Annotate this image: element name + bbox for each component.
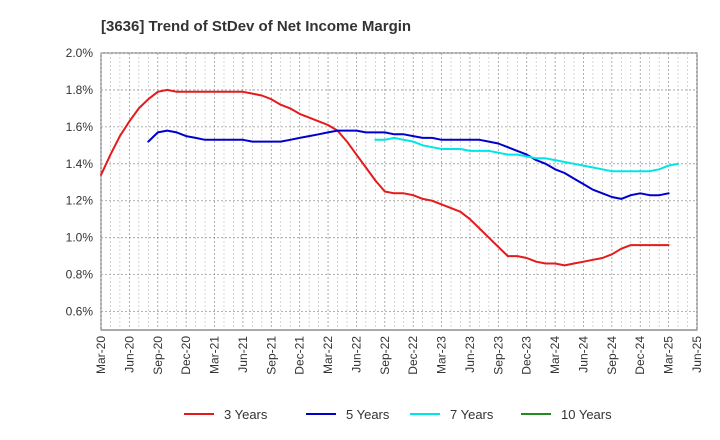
legend-label: 3 Years bbox=[224, 407, 268, 422]
x-tick-label: Sep-24 bbox=[605, 336, 619, 375]
legend-label: 5 Years bbox=[346, 407, 390, 422]
y-tick-label: 0.6% bbox=[66, 305, 94, 319]
y-axis: 2.0% 1.8% 1.6% 1.4% 1.2% 1.0% 0.8% 0.6% bbox=[66, 46, 94, 319]
legend: 3 Years 5 Years 7 Years 10 Years bbox=[184, 407, 612, 422]
y-tick-label: 1.2% bbox=[66, 194, 94, 208]
x-tick-label: Sep-20 bbox=[151, 336, 165, 375]
series-lines bbox=[100, 88, 680, 267]
plot-area bbox=[100, 52, 698, 331]
x-tick-label: Jun-20 bbox=[122, 336, 136, 373]
x-tick-label: Jun-23 bbox=[463, 336, 477, 373]
x-tick-label: Mar-25 bbox=[662, 336, 676, 374]
grid bbox=[100, 52, 698, 330]
y-tick-label: 1.8% bbox=[66, 83, 94, 97]
x-tick-label: Mar-24 bbox=[548, 336, 562, 374]
x-tick-label: Dec-24 bbox=[633, 336, 647, 375]
x-tick-label: Jun-22 bbox=[349, 336, 363, 373]
series-line-5-years bbox=[147, 129, 670, 200]
x-tick-label: Jun-25 bbox=[690, 336, 704, 373]
y-tick-label: 1.4% bbox=[66, 157, 94, 171]
series-line-7-years bbox=[374, 136, 680, 173]
x-tick-label: Jun-24 bbox=[576, 336, 590, 373]
x-tick-label: Dec-20 bbox=[179, 336, 193, 375]
x-tick-label: Dec-21 bbox=[293, 336, 307, 375]
plot-frame bbox=[100, 52, 698, 331]
x-tick-label: Dec-23 bbox=[520, 336, 534, 375]
legend-label: 7 Years bbox=[450, 407, 494, 422]
x-tick-label: Mar-21 bbox=[208, 336, 222, 374]
y-tick-label: 1.6% bbox=[66, 120, 94, 134]
legend-label: 10 Years bbox=[561, 407, 612, 422]
x-axis: Mar-20 Jun-20 Sep-20 Dec-20 Mar-21 Jun-21 Sep-… bbox=[94, 336, 704, 375]
series-line-3-years bbox=[100, 88, 670, 267]
x-tick-label: Sep-21 bbox=[264, 336, 278, 375]
x-tick-label: Mar-20 bbox=[94, 336, 108, 374]
y-tick-label: 0.8% bbox=[66, 268, 94, 282]
x-tick-label: Jun-21 bbox=[236, 336, 250, 373]
chart-title: [3636] Trend of StDev of Net Income Marg… bbox=[101, 18, 411, 35]
x-tick-label: Dec-22 bbox=[406, 336, 420, 375]
x-tick-label: Sep-23 bbox=[491, 336, 505, 375]
y-tick-label: 2.0% bbox=[66, 46, 94, 60]
x-tick-label: Mar-23 bbox=[435, 336, 449, 374]
y-tick-label: 1.0% bbox=[66, 231, 94, 245]
x-tick-label: Sep-22 bbox=[378, 336, 392, 375]
x-tick-label: Mar-22 bbox=[321, 336, 335, 374]
